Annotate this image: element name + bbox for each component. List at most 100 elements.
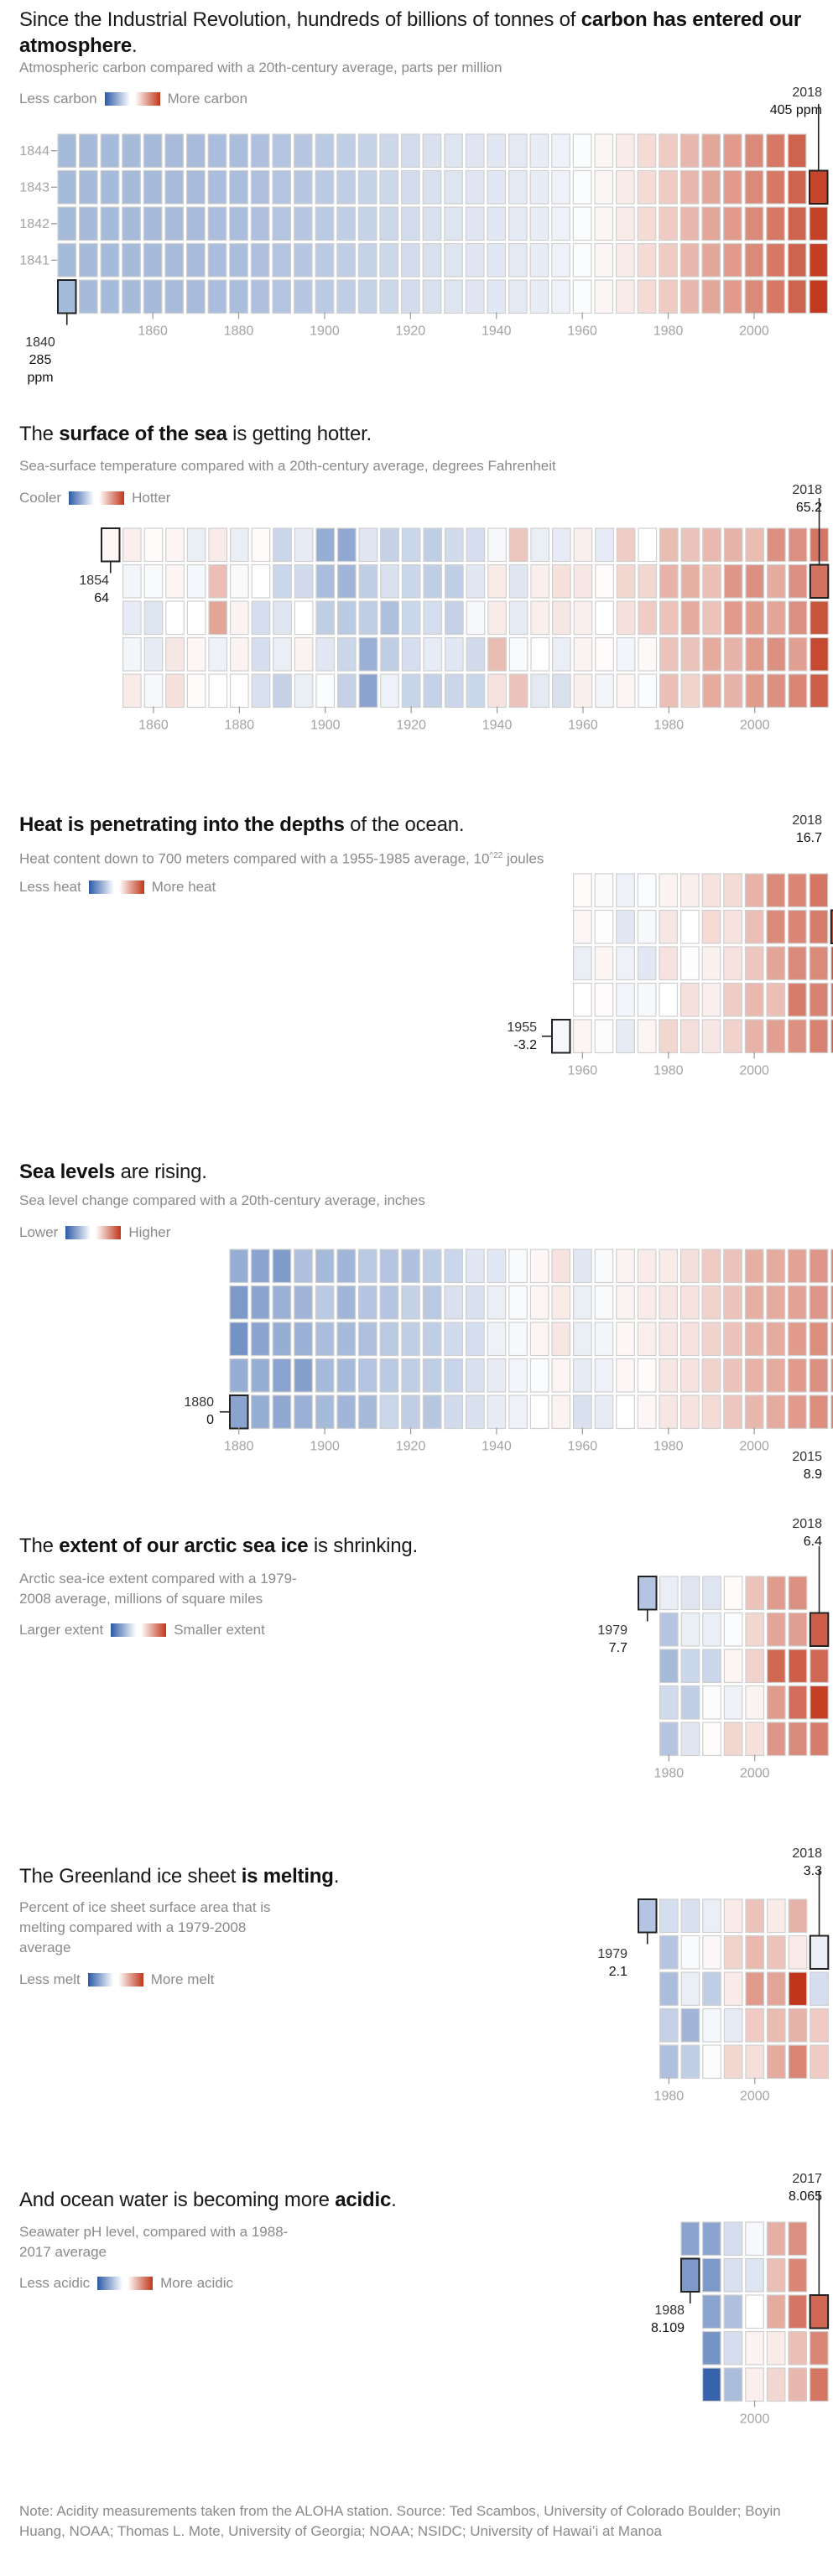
heatmap-cell	[572, 1285, 592, 1320]
heatmap-cell	[401, 564, 421, 599]
heatmap-cell	[787, 279, 807, 314]
heatmap-cell	[637, 873, 657, 908]
heatmap-cell	[766, 909, 786, 944]
heatmap-cell	[336, 1322, 357, 1357]
heatmap-cell	[766, 1249, 786, 1284]
heatmap-cell	[744, 982, 764, 1017]
heatmap-cell	[465, 242, 485, 278]
heatmap-cell	[551, 133, 570, 169]
heatmap-cell	[444, 564, 464, 599]
heatmap-cell	[745, 1685, 765, 1720]
heatmap-cell	[208, 600, 228, 636]
heatmap-cell	[444, 1285, 464, 1320]
heatmap-cell	[680, 2007, 700, 2043]
heatmap-cell	[766, 600, 786, 636]
heatmap-cell	[315, 242, 335, 278]
heatmap-cell	[164, 279, 185, 314]
heatmap-cell	[766, 2044, 786, 2080]
heatmap-cell	[251, 636, 271, 672]
heatmap-cell	[573, 636, 593, 672]
heatmap-cell	[250, 169, 270, 205]
heatmap-cell	[294, 600, 314, 636]
heatmap-cell	[701, 2221, 721, 2257]
heatmap-cell	[594, 1249, 614, 1284]
heatmap-cell	[659, 1322, 679, 1357]
heatmap-cell	[186, 279, 206, 314]
heatmap-cell	[787, 1249, 807, 1284]
heatmap-cell	[465, 1358, 485, 1393]
heatmap-cell	[679, 982, 700, 1017]
heatmap-cell	[744, 1019, 764, 1054]
heatmap-cell	[787, 242, 807, 278]
heatmap-cell	[744, 1249, 764, 1284]
heatmap-cell	[529, 279, 549, 314]
heatmap-cell	[787, 909, 807, 944]
x-axis-tick-label: 1980	[654, 719, 685, 733]
heatmap-cell	[680, 1576, 700, 1611]
heatmap-cell	[250, 206, 270, 242]
heatmap-cell	[809, 2294, 830, 2329]
heatmap-cell	[659, 2007, 679, 2043]
heatmap-cell	[122, 133, 141, 169]
heatmap-cell	[616, 873, 635, 908]
end-annotation: 2018 405 ppm	[770, 84, 822, 119]
heatmap-cell	[186, 564, 206, 599]
source-note: Note: Acidity measurements taken from th…	[19, 2503, 781, 2539]
heatmap-cell	[529, 169, 549, 205]
heatmap-cell	[294, 1249, 313, 1284]
legend-low-label: Less carbon	[19, 91, 97, 106]
heatmap-cell	[595, 564, 614, 599]
heatmap-cell	[487, 169, 507, 205]
heatmap-cell	[701, 1019, 721, 1054]
heatmap-cell	[423, 636, 443, 672]
start-annotation: 1979 2.1	[587, 1945, 627, 1981]
heatmap-cell	[272, 133, 292, 169]
heatmap-cell	[315, 673, 336, 709]
heatmap-cell	[595, 636, 614, 672]
heatmap-cell	[723, 946, 742, 981]
heatmap-cell	[508, 600, 528, 636]
heatmap-cell	[336, 1285, 357, 1320]
x-axis-tick-label: 1920	[396, 719, 426, 733]
heatmap-cell	[679, 242, 700, 278]
legend-high-label: More acidic	[160, 2275, 234, 2291]
heatmap-cell	[701, 1249, 721, 1284]
heatmap-cell	[508, 1249, 528, 1284]
end-annotation: 2018 65.2	[792, 481, 822, 517]
heatmap-cell	[702, 636, 721, 672]
heatmap-cell	[250, 279, 270, 314]
heatmap-cell	[272, 1394, 292, 1430]
heatmap-cell	[787, 1358, 807, 1393]
heatmap-cell	[744, 1394, 764, 1430]
heatmap-cell	[616, 1019, 635, 1054]
heatmap-cell	[723, 2330, 743, 2366]
heatmap-cell	[809, 169, 829, 205]
heatmap-cell	[723, 2367, 743, 2402]
heatmap-cell	[466, 527, 486, 563]
heatmap-cell	[787, 1394, 807, 1430]
heatmap-cell	[766, 873, 786, 908]
heatmap-cell	[702, 2007, 721, 2043]
heatmap-cell	[745, 1612, 765, 1647]
heatmap-cell	[701, 169, 721, 205]
heatmap-cell	[422, 1322, 442, 1357]
heatmap-cell	[766, 527, 786, 563]
heatmap-cell	[766, 2330, 786, 2366]
heatmap-cell	[659, 1935, 679, 1970]
section-subtitle: Atmospheric carbon compared with a 20th-…	[19, 60, 502, 75]
heatmap-cell	[401, 133, 420, 169]
legend-blue-swatch	[69, 491, 95, 505]
heatmap-cell	[679, 1322, 700, 1357]
heatmap-cell	[508, 279, 528, 314]
heatmap-cell	[788, 1576, 808, 1611]
heatmap-cell	[766, 1322, 786, 1357]
heatmap-cell	[638, 636, 658, 672]
heatmap-cell	[229, 1358, 249, 1393]
heatmap-cell	[637, 1322, 657, 1357]
color-legend: Larger extent Smaller extent	[19, 1621, 265, 1639]
heatmap-cell	[680, 673, 700, 709]
carbon-heatmap: 1860 1880 1900 1920 1940 1960 1980 2000 1844 1843…	[19, 104, 829, 339]
heatmap-cell	[723, 1358, 742, 1393]
heatmap-cell	[315, 636, 336, 672]
heatmap-cell	[679, 909, 700, 944]
